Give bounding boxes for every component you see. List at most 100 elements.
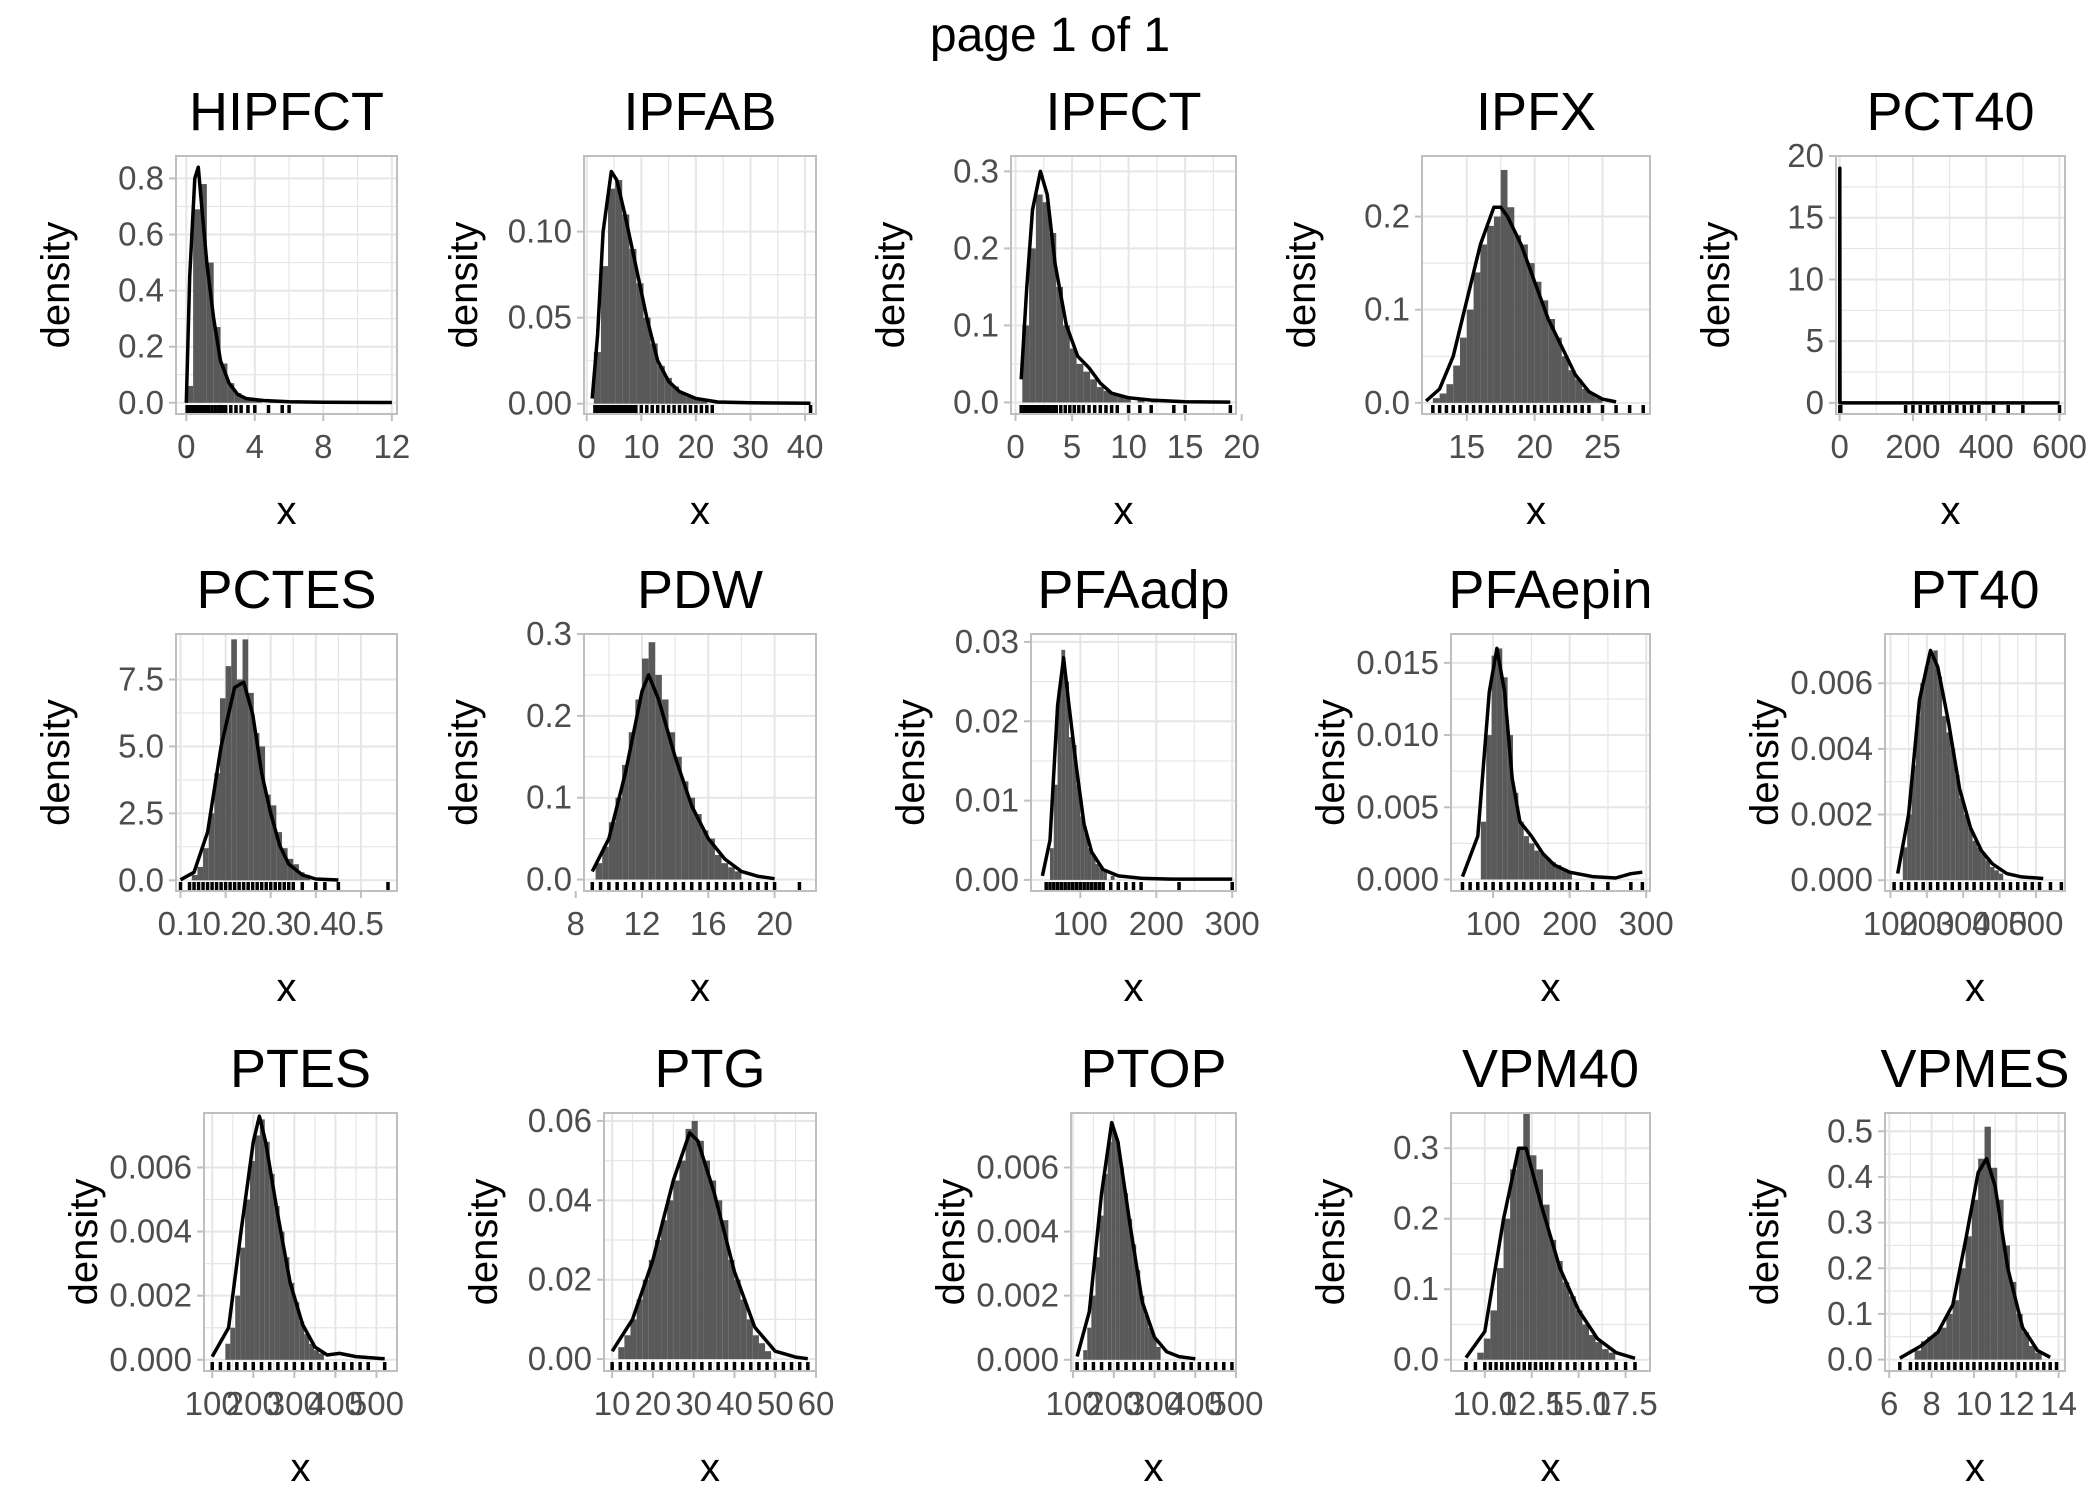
- histogram-bar: [661, 699, 669, 880]
- histogram-bar: [1541, 300, 1549, 403]
- histogram-bar: [1107, 1141, 1112, 1360]
- histogram-bar: [1496, 1268, 1504, 1360]
- histogram-bar: [1588, 393, 1596, 403]
- histogram-bar: [1527, 263, 1535, 403]
- x-tick-label: 400: [1972, 905, 2027, 942]
- panel-title: PTG: [654, 1039, 765, 1099]
- histogram-bar: [1959, 798, 1964, 881]
- x-tick-label: 5: [1063, 428, 1081, 465]
- x-tick-label: 200: [226, 1385, 281, 1422]
- histogram-bar: [1542, 1204, 1550, 1360]
- histogram-bar: [1076, 363, 1084, 403]
- histogram-bar: [722, 1220, 729, 1360]
- y-tick-label: 0.2: [953, 229, 999, 266]
- histogram-bar: [1152, 1337, 1157, 1360]
- x-axis-title: x: [1114, 489, 1134, 533]
- y-tick-label: 20: [1787, 137, 1824, 174]
- density-curve: [184, 165, 392, 405]
- histogram-bar: [270, 805, 277, 881]
- histogram-bar: [624, 1335, 631, 1360]
- histogram-bar: [1144, 1314, 1149, 1360]
- density-curve: [1040, 656, 1233, 881]
- histogram-bar: [1148, 1327, 1153, 1360]
- histogram-bar: [1049, 233, 1057, 403]
- histogram-bar: [1963, 814, 1969, 881]
- y-tick-label: 0.2: [1827, 1249, 1873, 1286]
- x-tick-label: 30: [732, 428, 769, 465]
- x-tick-label: 400: [1959, 428, 2014, 465]
- histogram-bar: [1523, 836, 1530, 880]
- x-tick-label: 20: [1516, 428, 1553, 465]
- histogram-bar: [1545, 857, 1551, 880]
- histogram-bar: [688, 797, 696, 880]
- histogram-bar: [765, 1351, 772, 1360]
- x-tick-label: 0.2: [203, 905, 249, 942]
- histogram-bar: [691, 1120, 698, 1360]
- histogram-bar: [293, 864, 299, 881]
- histogram-bar: [642, 658, 649, 880]
- y-tick-label: 0.000: [109, 1341, 192, 1378]
- histogram-bar: [1057, 689, 1062, 880]
- x-tick-label: 14: [2040, 1385, 2077, 1422]
- panel-title: IPFAB: [623, 82, 776, 142]
- x-tick-label: 40: [716, 1385, 753, 1422]
- histogram-bar: [234, 392, 242, 403]
- histogram-bar: [685, 1128, 692, 1360]
- y-tick-label: 0.01: [955, 782, 1019, 819]
- y-tick-label: 0.0: [1827, 1341, 1873, 1378]
- histogram-bar: [1952, 1300, 1960, 1360]
- panel-frame: [1010, 155, 1237, 415]
- histogram-bar: [630, 1319, 637, 1360]
- y-axis-title: density: [1694, 222, 1738, 349]
- y-tick-label: 0.1: [1827, 1295, 1873, 1332]
- x-tick-label: 15: [1167, 428, 1204, 465]
- y-tick-label: 0.02: [955, 702, 1019, 739]
- panel-ipfab: 0 10 20 30 40 0.00 0.05 0.10 IPFAB x density: [442, 82, 823, 533]
- y-tick-label: 0.002: [1790, 796, 1873, 833]
- histogram-bar: [274, 1205, 280, 1360]
- histogram-bar: [299, 1321, 305, 1360]
- histogram-bar: [191, 874, 198, 881]
- histogram-bar: [1561, 869, 1567, 880]
- histogram-bar: [1099, 1215, 1104, 1360]
- x-tick-label: 10: [594, 1385, 631, 1422]
- histogram-bar: [608, 822, 616, 880]
- histogram-bar: [1608, 1352, 1616, 1360]
- x-tick-label: 12: [624, 905, 661, 942]
- histogram-bar: [1582, 388, 1589, 403]
- y-axis-title: density: [1309, 699, 1353, 826]
- histogram-bar: [1049, 848, 1054, 880]
- histogram-bar: [1907, 814, 1912, 881]
- x-tick-label: 600: [2032, 428, 2087, 465]
- panel-frame: [203, 1112, 398, 1372]
- histogram-bar: [1042, 202, 1050, 403]
- x-axis-title: x: [1144, 1446, 1164, 1490]
- y-tick-label: 0.5: [1827, 1112, 1873, 1149]
- y-tick-label: 0.006: [976, 1148, 1059, 1185]
- histogram-bar: [655, 674, 662, 880]
- y-tick-label: 0.02: [528, 1261, 592, 1298]
- histogram-bar: [1959, 1268, 1966, 1360]
- histogram-bar: [1115, 1141, 1120, 1360]
- histogram-bar: [1080, 816, 1085, 880]
- histogram-bar: [227, 383, 235, 403]
- y-axis-title: density: [442, 222, 486, 349]
- histogram-bar: [1507, 735, 1513, 880]
- histogram-bar: [1965, 1236, 1972, 1360]
- histogram-bar: [1136, 1270, 1141, 1360]
- panel-ipfct: 0 5 10 15 20 0.0 0.1 0.2 0.3 IPFCT x density: [869, 82, 1260, 533]
- histogram-bar: [686, 396, 694, 404]
- panel-frame: [1884, 1112, 2066, 1372]
- panel-frame: [1030, 633, 1237, 892]
- histogram-bar: [615, 797, 623, 880]
- density-curve: [1460, 646, 1643, 880]
- histogram-bar: [241, 397, 248, 403]
- histogram-bar: [309, 1343, 315, 1360]
- density-curve: [1837, 166, 2060, 405]
- histogram-bar: [1483, 1338, 1491, 1360]
- histogram-bar: [1061, 649, 1066, 880]
- density-curve: [1895, 648, 2044, 881]
- panel-frame: [1835, 155, 2066, 415]
